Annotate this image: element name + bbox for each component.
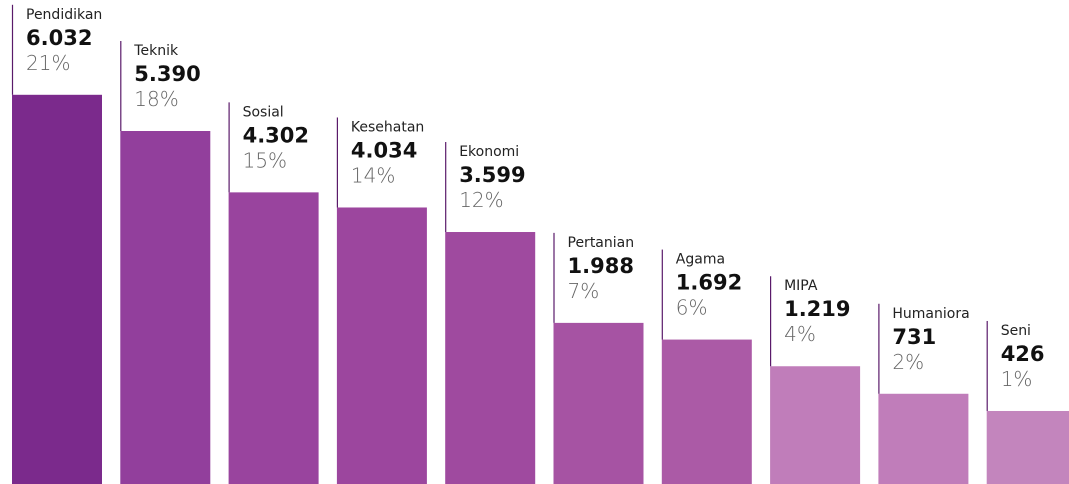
value-label: 4.034 <box>351 138 417 162</box>
share-label: 2% <box>892 350 924 374</box>
value-label: 6.032 <box>26 26 92 50</box>
category-label: Pendidikan <box>26 7 102 23</box>
category-label: Teknik <box>133 43 179 59</box>
value-label: 1.988 <box>568 254 634 278</box>
share-label: 1% <box>1001 367 1033 391</box>
share-label: 7% <box>568 279 600 303</box>
value-label: 731 <box>892 325 936 349</box>
value-label: 1.692 <box>676 271 742 295</box>
bar <box>228 192 319 484</box>
share-label: 21% <box>26 51 70 75</box>
share-label: 12% <box>459 188 503 212</box>
category-label: Ekonomi <box>459 144 519 160</box>
category-label: Pertanian <box>568 235 635 251</box>
value-label: 3.599 <box>459 163 525 187</box>
bar <box>445 232 536 484</box>
category-label: Humaniora <box>892 306 969 322</box>
share-label: 15% <box>243 148 287 172</box>
category-label: MIPA <box>784 278 818 294</box>
value-label: 4.302 <box>243 123 309 147</box>
share-label: 4% <box>784 322 816 346</box>
bar <box>770 366 861 484</box>
value-label: 1.219 <box>784 297 850 321</box>
bar <box>878 393 969 484</box>
bar <box>336 207 427 484</box>
bar <box>986 410 1069 484</box>
bar <box>553 322 644 484</box>
category-label: Seni <box>1001 323 1031 339</box>
category-label: Kesehatan <box>351 119 424 135</box>
bar <box>12 94 102 484</box>
value-label: 426 <box>1001 342 1045 366</box>
share-label: 6% <box>676 296 708 320</box>
share-label: 18% <box>134 87 178 111</box>
category-label: Sosial <box>243 104 284 120</box>
category-label: Agama <box>676 252 725 268</box>
value-label: 5.390 <box>134 62 200 86</box>
bar <box>661 339 752 484</box>
share-label: 14% <box>351 163 395 187</box>
bar <box>120 131 211 484</box>
